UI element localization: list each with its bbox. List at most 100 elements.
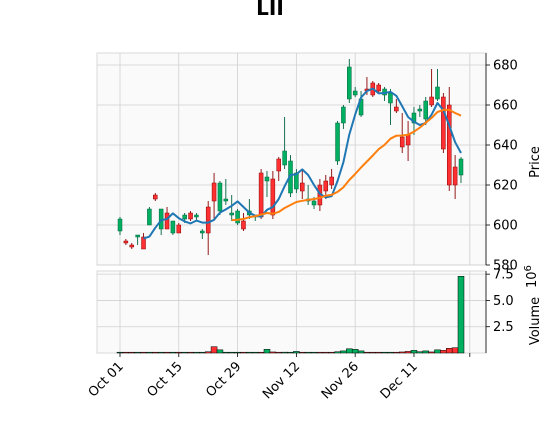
volume-bar [199,351,206,354]
price-tick-label: 640 [493,139,518,154]
volume-scale-exponent: 6 [523,265,534,271]
volume-bar [316,351,324,354]
price-tick-label: 680 [493,59,518,74]
volume-panel [96,270,487,354]
moving-average-line-20 [231,108,462,222]
volume-bar [381,351,388,354]
candle-body [141,236,146,250]
x-tick-label: Nov 26 [319,359,362,402]
candle-body [147,208,152,226]
volume-bar [122,351,130,354]
volume-bar [357,350,365,354]
candle-body [429,96,434,106]
candle-body [194,214,199,218]
panel-backgrounds [96,52,487,354]
volume-bar [169,351,177,354]
volume-bar [416,351,424,354]
candle-body [329,176,334,186]
volume-bar [457,276,465,354]
price-axis-label: Price [528,146,539,178]
candle-body [417,108,423,112]
volume-bar [204,351,212,354]
volume-bar [363,351,371,354]
candle-body [135,234,140,238]
volume-scale-base: 10 [525,271,539,288]
volume-bar [440,350,447,354]
volume-bar [187,351,194,354]
volume-bar [128,351,136,354]
volume-bar [310,351,318,354]
volume-bar [422,350,429,354]
x-tick-label: Nov 12 [260,359,303,402]
candle-body [129,244,135,248]
volume-bar [146,351,153,354]
moving-average-line-5 [143,87,462,240]
candle-body [241,220,246,230]
volume-bar [222,351,230,354]
volume-axis-label: Volume [528,297,539,345]
volume-bar [216,349,224,354]
volume-tick-label: 7.5 [493,268,514,283]
candle-body [276,158,281,172]
price-tick-label: 600 [493,219,518,234]
volume-bar [340,350,347,354]
price-tick-label: 580 [493,259,518,274]
candle-body [335,122,340,162]
candle-body [452,166,458,186]
volume-bar [393,351,400,354]
volume-bar [293,351,300,354]
candle-body [446,104,452,186]
volume-bar [328,351,335,354]
volume-bar [257,351,265,354]
volume-bar [234,351,241,354]
candle-body [264,176,270,182]
volume-scale-label: 106 [523,265,539,288]
candle-body [229,212,234,216]
volume-bar [404,351,412,354]
volume-bar [375,351,382,354]
candle-body [435,86,440,100]
volume-bar [275,351,282,354]
candles [117,59,464,255]
volume-bar [398,351,406,354]
candle-body [441,96,446,150]
volume-bar [451,347,459,354]
volume-bar [346,348,353,354]
volume-bar [369,351,377,354]
volume-bar [240,351,247,354]
x-tick-label: Oct 15 [144,359,185,400]
candle-body [300,182,305,192]
candle-body [164,212,170,230]
x-tick-label: Oct 01 [86,359,127,400]
price-tick-label: 620 [493,179,518,194]
chart-title: LII [256,0,284,20]
volume-bar [210,346,218,354]
candle-body [188,212,193,220]
candle-body [205,206,211,234]
volume-bar [387,351,394,354]
candle-body [211,182,217,202]
volume-bar [434,349,441,354]
volume-bar [269,351,277,354]
candle-body [270,178,276,216]
volume-bar [175,351,183,354]
moving-averages [143,87,462,240]
volume-bar [410,350,418,354]
volume-bar [116,351,124,354]
volume-bar [304,351,312,354]
volume-bar [181,351,188,354]
volume-bar [299,351,306,354]
candle-body [223,198,229,202]
volume-bar [157,351,165,354]
candle-body [405,134,411,146]
volume-bar [334,351,341,354]
candle-body [217,182,223,212]
volume-bar [152,351,159,354]
candle-body [352,90,358,96]
candle-body [323,180,329,192]
candle-body [347,66,352,100]
candle-body [235,210,240,224]
volume-bar [428,351,435,354]
